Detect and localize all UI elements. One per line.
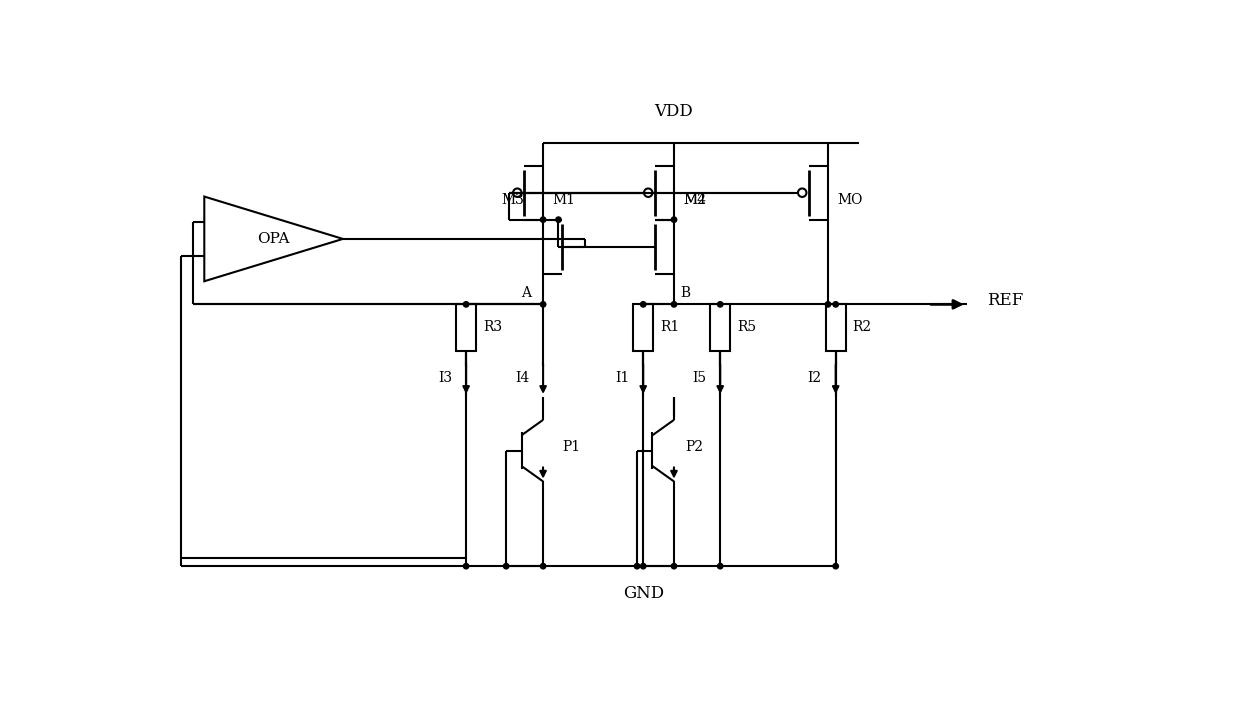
Circle shape [641, 563, 646, 569]
Text: M1: M1 [552, 193, 575, 207]
Bar [711, 304, 730, 351]
Text: A: A [522, 286, 532, 300]
Circle shape [833, 301, 838, 307]
Text: REF: REF [987, 292, 1023, 309]
Circle shape [556, 217, 562, 222]
Circle shape [541, 301, 546, 307]
Circle shape [671, 301, 677, 307]
Circle shape [503, 563, 508, 569]
Text: R2: R2 [853, 321, 872, 334]
Text: R5: R5 [737, 321, 756, 334]
Text: R3: R3 [484, 321, 502, 334]
Circle shape [718, 563, 723, 569]
Text: M3: M3 [501, 193, 523, 207]
Text: OPA: OPA [258, 232, 290, 246]
Text: I5: I5 [692, 371, 707, 385]
Text: B: B [681, 286, 691, 300]
Text: MO: MO [837, 193, 863, 207]
Bar [826, 304, 846, 351]
Bar [634, 304, 653, 351]
Circle shape [833, 563, 838, 569]
Circle shape [826, 301, 831, 307]
Circle shape [464, 301, 469, 307]
Bar [456, 304, 476, 351]
Text: VDD: VDD [655, 104, 693, 121]
Circle shape [541, 563, 546, 569]
Circle shape [641, 301, 646, 307]
Text: I4: I4 [515, 371, 529, 385]
Circle shape [671, 563, 677, 569]
Text: I3: I3 [438, 371, 453, 385]
Text: M2: M2 [683, 193, 706, 207]
Circle shape [671, 217, 677, 222]
Text: GND: GND [622, 585, 663, 602]
Circle shape [635, 563, 640, 569]
Text: P2: P2 [686, 440, 703, 454]
Text: I1: I1 [615, 371, 630, 385]
Text: I2: I2 [807, 371, 822, 385]
Text: P1: P1 [563, 440, 580, 454]
Circle shape [464, 563, 469, 569]
Text: R1: R1 [660, 321, 680, 334]
Circle shape [718, 301, 723, 307]
Text: M4: M4 [683, 193, 707, 207]
Circle shape [541, 217, 546, 222]
